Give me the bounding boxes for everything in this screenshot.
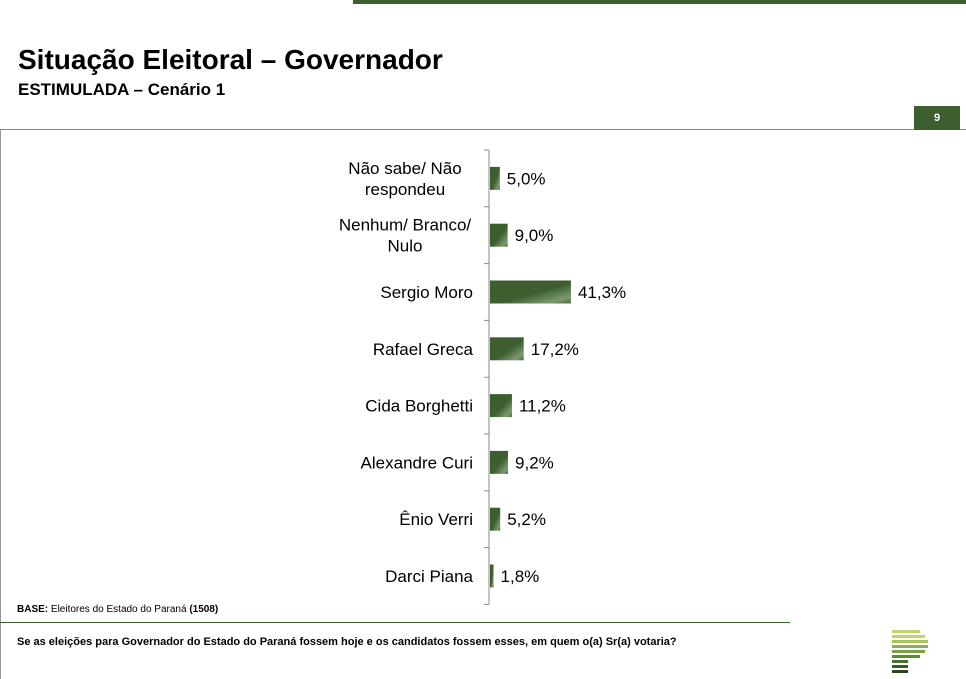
company-logo-icon [892,630,928,673]
category-label-line: Rafael Greca [373,340,474,359]
survey-question: Se as eleições para Governador do Estado… [17,636,677,648]
category-label-line: Darci Piana [385,567,473,586]
bar [490,337,524,361]
category-label: Darci Piana [385,567,473,586]
base-note: BASE: Eleitores do Estado do Paraná (150… [17,604,218,615]
category-label-line: Nenhum/ Branco/ [339,216,472,235]
page-subtitle: ESTIMULADA – Cenário 1 [18,80,226,99]
page-number-badge: 9 [914,106,960,130]
category-label-line: Sergio Moro [380,283,473,302]
category-label: Ênio Verri [399,510,473,529]
base-label: BASE: [17,604,49,615]
bar [490,450,509,474]
data-label: 17,2% [531,340,579,359]
base-count: (1508) [189,604,219,615]
data-label: 9,2% [515,453,554,472]
bar [490,280,571,304]
page-title: Situação Eleitoral – Governador [18,44,443,75]
base-text: Eleitores do Estado do Paraná [48,604,190,615]
data-label: 9,0% [515,226,554,245]
category-label-line: Nulo [388,237,423,256]
left-border [0,130,1,679]
category-label-line: Alexandre Curi [361,453,473,472]
data-label: 1,8% [501,567,540,586]
header-divider [0,129,966,130]
bar [490,564,494,588]
category-label-line: Cida Borghetti [365,397,473,416]
category-label: Sergio Moro [380,283,473,302]
data-label: 5,0% [507,169,546,188]
top-accent-bar [353,0,966,4]
category-label: Cida Borghetti [365,397,473,416]
category-label-line: respondeu [365,180,445,199]
data-label: 41,3% [578,283,626,302]
category-label-line: Não sabe/ Não [348,159,461,178]
data-label: 5,2% [507,510,546,529]
category-label: Não sabe/ Não respondeu [348,159,461,199]
data-label: 11,2% [519,397,566,416]
category-label: Alexandre Curi [361,453,473,472]
category-label: Nenhum/ Branco/Nulo [339,216,472,256]
bar [490,223,508,247]
footer-divider [0,622,790,623]
bar [490,394,512,418]
bar [490,166,500,190]
category-label: Rafael Greca [373,340,474,359]
category-label-line: Ênio Verri [399,510,473,529]
bar [490,507,501,531]
